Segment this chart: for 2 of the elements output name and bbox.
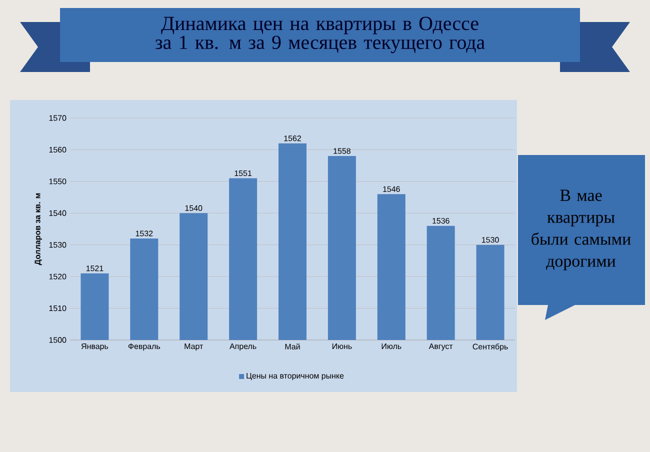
chart-title: Динамика цен на квартиры в Одессе за 1 кв. м за 9 месяцев текущего года (155, 16, 485, 54)
text: В мае квартиры были самыми дорогими (532, 190, 631, 270)
